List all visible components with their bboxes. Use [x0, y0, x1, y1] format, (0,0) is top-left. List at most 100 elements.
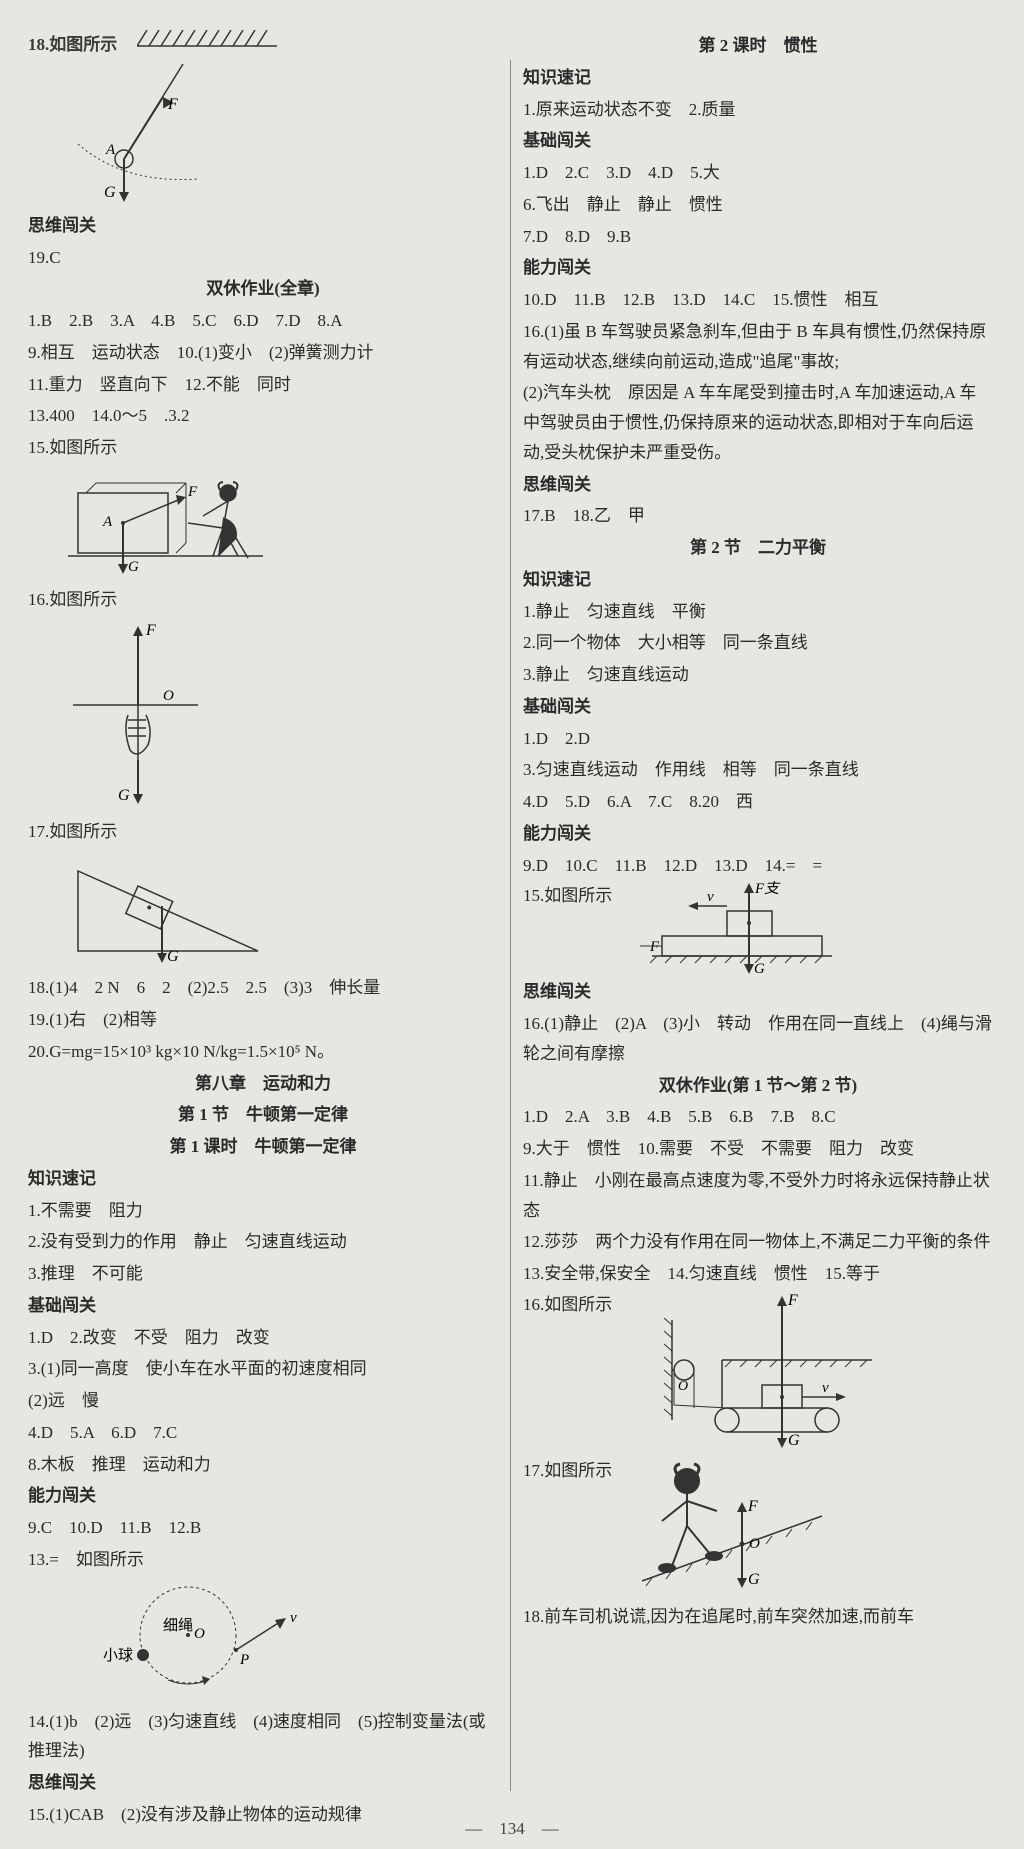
r-sw17: 17.B 18.乙 甲: [523, 500, 993, 532]
svg-text:P: P: [239, 1652, 249, 1668]
s2z1: 1.静止 匀速直线 平衡: [523, 596, 993, 628]
fig-18: A F G: [68, 64, 498, 204]
svg-text:v: v: [822, 1380, 829, 1396]
s2s16: 16.(1)静止 (2)A (3)小 转动 作用在同一直线上 (4)绳与滑轮之间…: [523, 1008, 993, 1070]
sx-9: 9.相互 运动状态 10.(1)变小 (2)弹簧测力计: [28, 337, 498, 369]
jcck-h: 基础闯关: [28, 1290, 498, 1322]
svg-text:G: G: [167, 948, 179, 965]
sx2-11: 11.静止 小刚在最高点速度为零,不受外力时将永远保持静止状态: [523, 1165, 993, 1227]
fig-r16: O F v G: [642, 1290, 892, 1450]
r-zssj2: 知识速记: [523, 564, 993, 596]
fig-15: A F G: [68, 468, 498, 578]
fig-r17: F O G: [622, 1456, 842, 1601]
svg-text:F支: F支: [754, 881, 781, 897]
sx-18: 18.(1)4 2 N 6 2 (2)2.5 2.5 (3)3 伸长量: [28, 972, 498, 1004]
q18-row: 18.如图所示: [28, 30, 498, 60]
zs2: 2.没有受到力的作用 静止 匀速直线运动: [28, 1226, 498, 1258]
zs3: 3.推理 不可能: [28, 1258, 498, 1290]
p1-title: 第 1 课时 牛顿第一定律: [28, 1131, 498, 1163]
sx-13: 13.400 14.0～5 .3.2: [28, 400, 498, 432]
sx-11: 11.重力 竖直向下 12.不能 同时: [28, 369, 498, 401]
page: 18.如图所示: [0, 0, 1024, 1849]
sx2-13: 13.安全带,保安全 14.匀速直线 惯性 15.等于: [523, 1258, 993, 1290]
sx2-9: 9.大于 惯性 10.需要 不受 不需要 阻力 改变: [523, 1133, 993, 1165]
s2j4: 4.D 5.D 6.A 7.C 8.20 西: [523, 786, 993, 818]
svg-text:G: G: [128, 559, 139, 575]
r-zssj: 知识速记: [523, 62, 993, 94]
sx2-16-row: 16.如图所示: [523, 1290, 993, 1450]
s2j3: 3.匀速直线运动 作用线 相等 同一条直线: [523, 754, 993, 786]
page-number: — 134 —: [0, 1814, 1024, 1839]
nl14: 14.(1)b (2)远 (3)匀速直线 (4)速度相同 (5)控制变量法(或推…: [28, 1706, 498, 1768]
svg-text:F: F: [747, 1498, 758, 1515]
svg-text:F: F: [787, 1292, 798, 1309]
section-swck: 思维闯关: [28, 210, 498, 242]
sx-16: 16.如图所示: [28, 584, 498, 616]
svg-text:v: v: [290, 1610, 297, 1626]
fig-r15: F支 v F G: [632, 881, 852, 976]
jc8: 8.木板 推理 运动和力: [28, 1449, 498, 1481]
svg-text:G: G: [748, 1571, 760, 1588]
r-swck2: 思维闯关: [523, 976, 993, 1008]
sx2-18: 18.前车司机说谎,因为在追尾时,前车突然加速,而前车: [523, 1601, 993, 1633]
svg-text:G: G: [788, 1432, 800, 1449]
p2-title: 第 2 课时 惯性: [523, 30, 993, 62]
q18-label: 18.如图所示: [28, 30, 117, 60]
svg-text:小球: 小球: [103, 1647, 133, 1664]
s2n15-row: 15.如图所示 F支 v F: [523, 881, 993, 976]
nl13: 13.= 如图所示: [28, 1544, 498, 1576]
r-nl16a: 16.(1)虽 B 车驾驶员紧急刹车,但由于 B 车具有惯性,仍然保持原有运动状…: [523, 316, 993, 378]
r-jc1: 1.D 2.C 3.D 4.D 5.大: [523, 157, 993, 189]
r-nl16b: (2)汽车头枕 原因是 A 车车尾受到撞击时,A 车加速运动,A 车中驾驶员由于…: [523, 377, 993, 468]
sx2-1: 1.D 2.A 3.B 4.B 5.B 6.B 7.B 8.C: [523, 1101, 993, 1133]
fig-16: O F G: [68, 620, 498, 810]
s1-title: 第 1 节 牛顿第一定律: [28, 1099, 498, 1131]
r-nlck2: 能力闯关: [523, 818, 993, 850]
sxzy-title: 双休作业(全章): [28, 273, 498, 305]
label-F: F: [167, 96, 178, 113]
r-jcck: 基础闯关: [523, 125, 993, 157]
s2-title: 第 2 节 二力平衡: [523, 532, 993, 564]
svg-text:O: O: [194, 1626, 205, 1642]
svg-text:G: G: [118, 787, 130, 804]
sx-20: 20.G=mg=15×10³ kg×10 N/kg=1.5×10⁵ N。: [28, 1036, 498, 1068]
label-A: A: [105, 142, 116, 158]
r-jcck2: 基础闯关: [523, 691, 993, 723]
jc3b: (2)远 慢: [28, 1385, 498, 1417]
zssj-h: 知识速记: [28, 1163, 498, 1195]
sx-19: 19.(1)右 (2)相等: [28, 1004, 498, 1036]
r-jc6: 6.飞出 静止 静止 惯性: [523, 189, 993, 221]
svg-text:F: F: [145, 622, 156, 639]
svg-text:O: O: [749, 1536, 760, 1552]
hatch-icon: [137, 30, 277, 48]
jc1: 1.D 2.改变 不受 阻力 改变: [28, 1322, 498, 1354]
label-G: G: [104, 184, 116, 201]
jc4: 4.D 5.A 6.D 7.C: [28, 1417, 498, 1449]
svg-text:F: F: [187, 484, 198, 500]
sx2-16: 16.如图所示: [523, 1290, 612, 1450]
nl9: 9.C 10.D 11.B 12.B: [28, 1512, 498, 1544]
r-zs1: 1.原来运动状态不变 2.质量: [523, 94, 993, 126]
fig-13: O 细绳 小球 v P: [68, 1580, 498, 1700]
svg-text:细绳: 细绳: [163, 1617, 193, 1634]
s2j1: 1.D 2.D: [523, 723, 993, 755]
q19: 19.C: [28, 242, 498, 274]
s2n15: 15.如图所示: [523, 881, 612, 976]
r-swck: 思维闯关: [523, 469, 993, 501]
sx2-12: 12.莎莎 两个力没有作用在同一物体上,不满足二力平衡的条件: [523, 1226, 993, 1258]
r-nlck: 能力闯关: [523, 252, 993, 284]
zs1: 1.不需要 阻力: [28, 1195, 498, 1227]
svg-text:F: F: [649, 939, 660, 955]
ch8-title: 第八章 运动和力: [28, 1068, 498, 1100]
r-nl10: 10.D 11.B 12.B 13.D 14.C 15.惯性 相互: [523, 284, 993, 316]
sx-1: 1.B 2.B 3.A 4.B 5.C 6.D 7.D 8.A: [28, 305, 498, 337]
svg-text:v: v: [707, 889, 714, 905]
sxzy2-title: 双休作业(第 1 节～第 2 节): [523, 1070, 993, 1102]
svg-text:A: A: [102, 514, 113, 530]
right-column: 第 2 课时 惯性 知识速记 1.原来运动状态不变 2.质量 基础闯关 1.D …: [511, 30, 993, 1831]
jc3: 3.(1)同一高度 使小车在水平面的初速度相同: [28, 1353, 498, 1385]
svg-text:O: O: [163, 688, 174, 704]
s2z2: 2.同一个物体 大小相等 同一条直线: [523, 627, 993, 659]
s2z3: 3.静止 匀速直线运动: [523, 659, 993, 691]
svg-text:G: G: [754, 961, 765, 976]
